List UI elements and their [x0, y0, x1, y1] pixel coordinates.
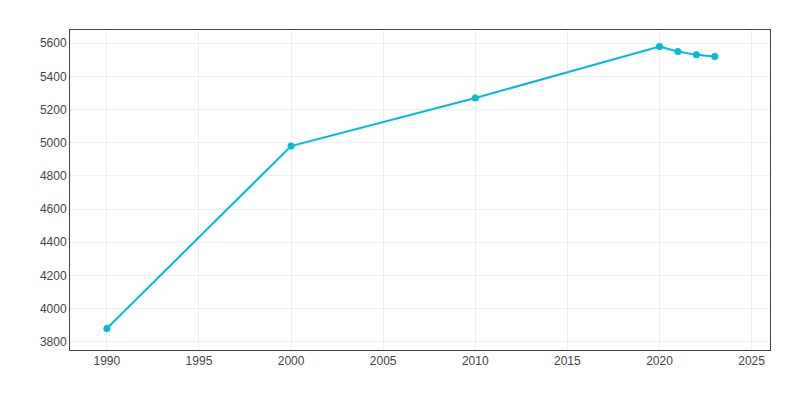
svg-text:4400: 4400: [40, 235, 67, 249]
svg-text:5400: 5400: [40, 70, 67, 84]
svg-text:2000: 2000: [278, 354, 305, 368]
svg-text:2010: 2010: [462, 354, 489, 368]
svg-text:4200: 4200: [40, 269, 67, 283]
svg-text:1990: 1990: [93, 354, 120, 368]
svg-text:2005: 2005: [370, 354, 397, 368]
svg-text:1995: 1995: [186, 354, 213, 368]
svg-text:4600: 4600: [40, 202, 67, 216]
svg-text:3800: 3800: [40, 335, 67, 349]
svg-text:4800: 4800: [40, 169, 67, 183]
svg-text:2015: 2015: [554, 354, 581, 368]
svg-text:4000: 4000: [40, 302, 67, 316]
svg-text:2025: 2025: [738, 354, 765, 368]
svg-text:2020: 2020: [646, 354, 673, 368]
svg-text:5200: 5200: [40, 103, 67, 117]
svg-text:5600: 5600: [40, 36, 67, 50]
svg-text:5000: 5000: [40, 136, 67, 150]
